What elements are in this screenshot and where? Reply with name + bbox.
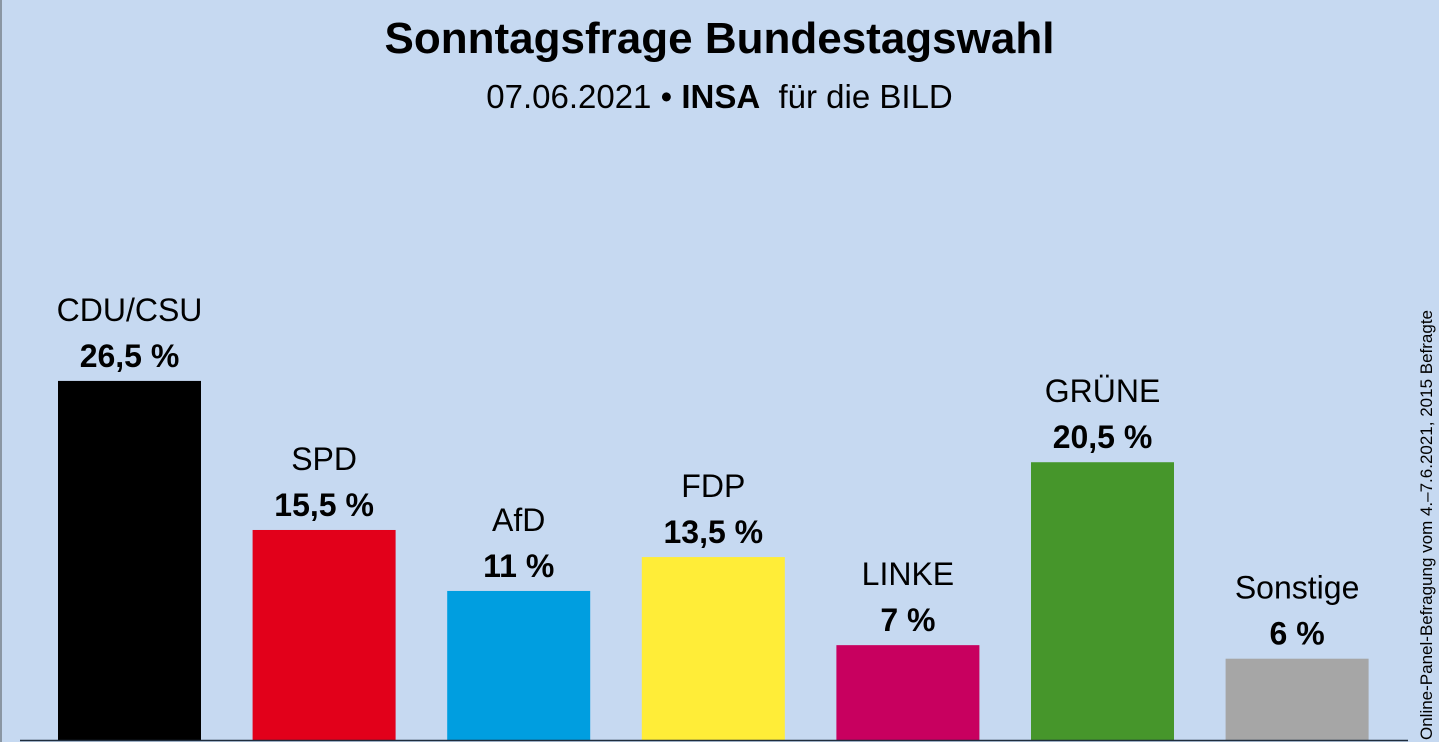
value-label-sonstige: 6 %: [1270, 616, 1325, 652]
subtitle-client: für die BILD: [778, 78, 953, 115]
value-label-spd: 15,5 %: [274, 487, 374, 523]
bar-spd: [252, 529, 396, 740]
value-label-linke: 7 %: [880, 602, 935, 638]
bar-cdu-csu: [58, 380, 201, 740]
value-label-afd: 11 %: [483, 548, 554, 584]
subtitle-separator: •: [660, 78, 673, 115]
category-label-cdu-csu: CDU/CSU: [57, 292, 203, 328]
bar-sonstige: [1225, 658, 1369, 740]
bar-fdp: [641, 557, 785, 740]
bar-gr-ne: [1031, 462, 1174, 740]
chart-subtitle: 07.06.2021 • INSA für die BILD: [0, 78, 1439, 116]
category-label-fdp: FDP: [681, 468, 745, 504]
category-label-spd: SPD: [291, 441, 357, 477]
chart-title: Sonntagsfrage Bundestagswahl: [384, 14, 1055, 63]
category-label-afd: AfD: [492, 502, 545, 538]
left-border: [0, 0, 2, 742]
bar-afd: [447, 590, 591, 740]
subtitle-institute: INSA: [681, 78, 761, 115]
category-label-sonstige: Sonstige: [1235, 570, 1360, 606]
category-label-gr-ne: GRÜNE: [1045, 373, 1161, 409]
value-label-fdp: 13,5 %: [663, 514, 763, 550]
subtitle-date: 07.06.2021: [486, 78, 652, 115]
bar-linke: [836, 645, 980, 740]
value-label-gr-ne: 20,5 %: [1053, 419, 1153, 455]
value-label-cdu-csu: 26,5 %: [80, 338, 180, 374]
category-label-linke: LINKE: [862, 556, 954, 592]
